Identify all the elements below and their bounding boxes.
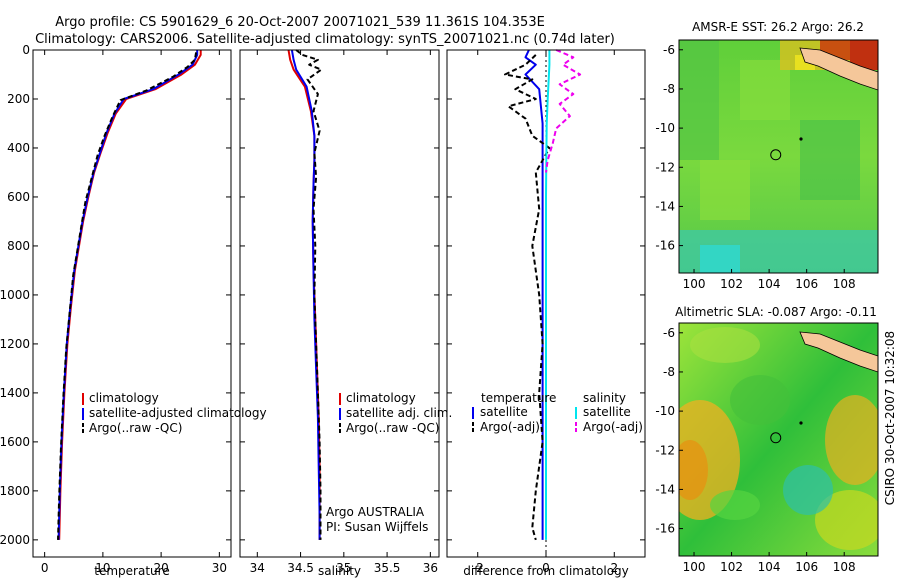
sla-map-axes: 100 102 104 106 108 -6 -8 -10 -12 -14 -16 (655, 326, 855, 574)
x-tick-label: 34 (250, 561, 265, 575)
map-y-tick-label: -14 (655, 482, 675, 496)
csiro-timestamp-label: CSIRO 30-Oct-2007 10:32:08 (883, 331, 897, 505)
figure-title-line2: Climatology: CARS2006. Satellite-adjuste… (35, 32, 615, 47)
x-tick-label: 0 (41, 561, 49, 575)
map-x-tick-label: 108 (833, 277, 856, 291)
map-y-tick-label: -8 (663, 82, 675, 96)
series-line-2 (57, 52, 198, 540)
y-tick-label: 2000 (0, 533, 30, 547)
map-y-tick-label: -8 (663, 365, 675, 379)
series-line-3 (545, 49, 582, 173)
plot-frame (32, 49, 232, 558)
y-tick-label: 1800 (0, 484, 30, 498)
x-tick-label: 30 (212, 561, 227, 575)
x-tick-label: -2 (472, 561, 484, 575)
sst-map-field (679, 40, 878, 273)
legend-title-salinity: salinity (583, 391, 626, 405)
pi-label: PI: Susan Wijffels (326, 520, 428, 534)
legend-entry: climatology (89, 391, 159, 405)
legend-entry: satellite-adjusted climatology (89, 406, 267, 420)
map-y-tick-label: -10 (655, 404, 675, 418)
sla-map-field (679, 323, 878, 556)
legend-entry: climatology (346, 391, 416, 405)
y-tick-label: 1400 (0, 386, 30, 400)
salinity-profile-plot: 34 34.5 35 35.5 36 salinity climatologysatelli… (239, 49, 452, 578)
x-tick-label: 35 (336, 561, 351, 575)
map-x-tick-label: 100 (683, 560, 706, 574)
landmass-shape (799, 47, 878, 91)
sla-map: Altimetric SLA: -0.087 Argo: -0.11 100 10… (655, 305, 879, 574)
x-tick-label: 10 (95, 561, 110, 575)
argo-position-marker (770, 432, 782, 444)
x-axis-label: temperature (94, 564, 169, 578)
map-y-tick-label: -16 (655, 239, 675, 253)
map-y-tick-label: -6 (663, 43, 675, 57)
y-tick-label: 600 (7, 190, 30, 204)
x-tick-label: 20 (153, 561, 168, 575)
legend-entry: Argo(-adj) (480, 420, 540, 434)
y-tick-label: 400 (7, 141, 30, 155)
y-tick-label: 1200 (0, 337, 30, 351)
map-x-tick-label: 100 (683, 277, 706, 291)
series-line-1 (57, 50, 199, 540)
sla-map-title: Altimetric SLA: -0.087 Argo: -0.11 (675, 305, 877, 319)
series-line-1 (290, 49, 321, 540)
x-tick-label: 34.5 (287, 561, 314, 575)
temperature-profile-plot: 0 10 20 30 0 200 400 600 800 1000 1200 1400 1600 1800… (0, 43, 267, 578)
map-x-tick-label: 102 (720, 277, 743, 291)
x-axis-label: salinity (318, 564, 361, 578)
y-tick-label: 1000 (0, 288, 30, 302)
y-tick-label: 200 (7, 92, 30, 106)
legend-entry: satellite (480, 405, 528, 419)
sst-map-title: AMSR-E SST: 26.2 Argo: 26.2 (692, 20, 864, 34)
map-y-tick-label: -12 (655, 160, 675, 174)
map-x-tick-label: 102 (720, 560, 743, 574)
figure-title-line1: Argo profile: CS 5901629_6 20-Oct-2007 2… (55, 15, 545, 30)
sst-map-axes: 100 102 104 106 108 -6 -8 -10 -12 -14 -16 (655, 43, 855, 291)
x-tick-label: 35.5 (374, 561, 401, 575)
argo-program-label: Argo AUSTRALIA (326, 505, 425, 519)
sst-map-frame (678, 39, 879, 274)
legend-entry: satellite (583, 405, 631, 419)
map-x-tick-label: 108 (833, 560, 856, 574)
y-tick-label: 800 (7, 239, 30, 253)
map-x-tick-label: 104 (758, 560, 781, 574)
map-y-tick-label: -14 (655, 199, 675, 213)
map-y-tick-label: -16 (655, 522, 675, 536)
series-line-0 (58, 50, 202, 540)
plot-frame (239, 49, 440, 558)
argo-position-marker (770, 149, 782, 161)
legend-entry: Argo(-adj) (583, 420, 643, 434)
y-tick-label: 1600 (0, 435, 30, 449)
series-line-0 (524, 49, 544, 540)
sla-map-frame (678, 322, 879, 557)
series-line-2 (545, 50, 551, 540)
map-y-tick-label: -10 (655, 121, 675, 135)
map-x-tick-label: 106 (795, 277, 818, 291)
legend-entry: Argo(..raw -QC) (89, 421, 182, 435)
map-y-tick-label: -6 (663, 326, 675, 340)
legend-entry: Argo(..raw -QC) (346, 421, 439, 435)
map-x-tick-label: 106 (795, 560, 818, 574)
series-line-1 (504, 54, 551, 541)
sst-map: AMSR-E SST: 26.2 Argo: 26.2 100 102 104 106… (655, 20, 879, 291)
legend-entry: satellite adj. clim. (346, 406, 452, 420)
landmass-shape (799, 331, 878, 373)
map-x-tick-label: 104 (758, 277, 781, 291)
x-axis-label: difference from climatology (463, 564, 629, 578)
map-y-tick-label: -12 (655, 443, 675, 457)
x-tick-label: 2 (610, 561, 618, 575)
series-line-2 (295, 49, 323, 540)
x-tick-label: 0 (542, 561, 550, 575)
legend-title-temperature: temperature (481, 391, 556, 405)
y-tick-label: 0 (22, 43, 30, 57)
x-tick-label: 36 (423, 561, 438, 575)
